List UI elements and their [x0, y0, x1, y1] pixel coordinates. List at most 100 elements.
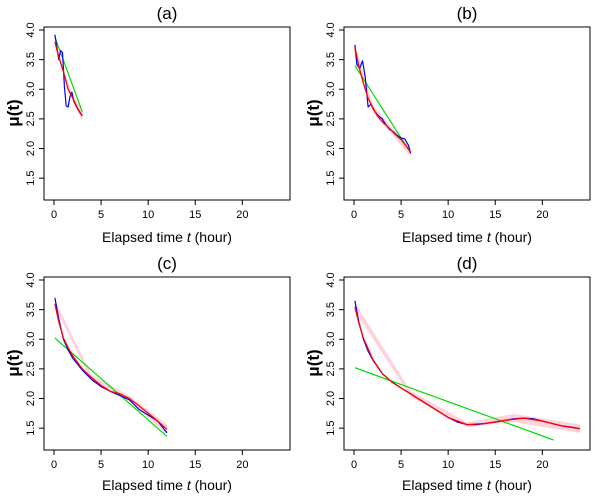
chart-marks — [354, 43, 412, 157]
x-axis-label: Elapsed time t (hour) — [402, 477, 532, 493]
smooth-series-line — [54, 303, 168, 430]
plot-frame — [43, 276, 291, 451]
confidence-band — [54, 300, 167, 435]
linear-series-line — [54, 36, 83, 113]
y-axis-label: μ(t) — [4, 349, 23, 376]
y-axis-label-text: μ(t) — [4, 99, 23, 126]
x-tick-label: 10 — [142, 459, 154, 471]
y-axis: 1.5 2.0 2.5 3.0 3.5 4.0 — [325, 272, 345, 436]
smooth-series-line — [54, 41, 83, 117]
x-tick-label: 0 — [51, 209, 57, 221]
x-axis-label: Elapsed time t (hour) — [402, 229, 532, 245]
y-tick-label: 3.5 — [25, 52, 37, 67]
y-tick-label: 4.0 — [25, 272, 37, 287]
x-axis-label-var: t — [487, 229, 492, 245]
y-tick-label: 3.5 — [25, 302, 37, 317]
y-tick-label: 2.5 — [325, 111, 337, 126]
y-tick-label: 3.5 — [325, 302, 337, 317]
chart-marks — [54, 34, 83, 122]
x-tick-label: 5 — [398, 209, 404, 221]
panel-d: (d) 1.5 2.0 2.5 3.0 3.5 4.0 0 5 10 15 20 μ(t) Ela… — [304, 254, 591, 493]
y-tick-label: 4.0 — [325, 22, 337, 37]
x-tick-label: 20 — [536, 209, 548, 221]
chart-marks — [54, 297, 168, 437]
y-tick-label: 4.0 — [325, 272, 337, 287]
x-tick-label: 20 — [236, 459, 248, 471]
linear-series-line — [354, 65, 412, 154]
y-tick-label: 1.5 — [325, 420, 337, 435]
y-axis: 1.5 2.0 2.5 3.0 3.5 4.0 — [25, 272, 45, 436]
linear-series-line — [54, 337, 168, 437]
y-axis-label: μ(t) — [4, 99, 23, 126]
y-tick-label: 4.0 — [25, 22, 37, 37]
x-tick-label: 0 — [351, 459, 357, 471]
y-tick-label: 2.0 — [325, 391, 337, 406]
x-axis-label-var: t — [187, 229, 192, 245]
y-axis-label: μ(t) — [304, 349, 323, 376]
y-axis: 1.5 2.0 2.5 3.0 3.5 4.0 — [25, 22, 45, 186]
y-tick-label: 1.5 — [25, 170, 37, 185]
x-tick-label: 0 — [351, 209, 357, 221]
y-tick-label: 1.5 — [25, 420, 37, 435]
y-tick-label: 2.0 — [325, 141, 337, 156]
x-tick-label: 10 — [442, 459, 454, 471]
smooth-series-line — [354, 47, 412, 152]
raw-series-line — [354, 300, 581, 430]
x-axis-label-unit: (hour) — [495, 229, 532, 245]
panel-c: (c) 1.5 2.0 2.5 3.0 3.5 4.0 0 5 10 15 20 μ(t) Ela… — [4, 254, 291, 493]
x-tick-label: 15 — [489, 209, 501, 221]
plot-frame — [343, 26, 591, 201]
x-tick-label: 0 — [51, 459, 57, 471]
x-axis: 0 5 10 15 20 — [51, 199, 248, 221]
y-tick-label: 3.0 — [25, 332, 37, 347]
confidence-band — [354, 302, 580, 433]
x-tick-label: 15 — [189, 459, 201, 471]
x-axis-label-text: Elapsed time — [402, 229, 483, 245]
chart-marks — [354, 300, 581, 441]
y-tick-label: 2.5 — [25, 361, 37, 376]
y-axis-label-text: μ(t) — [304, 349, 323, 376]
x-axis-label: Elapsed time t (hour) — [102, 477, 232, 493]
smooth-series-line — [354, 306, 581, 430]
x-tick-label: 5 — [98, 209, 104, 221]
y-tick-label: 2.0 — [25, 391, 37, 406]
panel-title: (b) — [457, 4, 478, 23]
x-axis-label-var: t — [187, 477, 192, 493]
x-tick-label: 5 — [398, 459, 404, 471]
raw-series-line — [54, 297, 168, 434]
panel-b: (b) 1.5 2.0 2.5 3.0 3.5 4.0 0 5 10 15 20 μ(t) Ela… — [304, 4, 591, 245]
y-tick-label: 2.5 — [325, 361, 337, 376]
x-axis-label-text: Elapsed time — [102, 477, 183, 493]
x-tick-label: 10 — [142, 209, 154, 221]
panel-title: (c) — [157, 254, 177, 273]
y-tick-label: 1.5 — [325, 170, 337, 185]
y-tick-label: 2.5 — [25, 111, 37, 126]
x-tick-label: 15 — [189, 209, 201, 221]
raw-series-line — [354, 44, 412, 154]
x-axis-label-unit: (hour) — [195, 477, 232, 493]
panel-title: (d) — [457, 254, 478, 273]
panel-a: (a) 1.5 2.0 2.5 3.0 3.5 4.0 0 5 10 15 20 μ(t) Ela… — [4, 4, 291, 245]
x-axis-label-text: Elapsed time — [102, 229, 183, 245]
x-axis: 0 5 10 15 20 — [351, 449, 548, 471]
y-axis-label: μ(t) — [304, 99, 323, 126]
x-tick-label: 20 — [236, 209, 248, 221]
x-tick-label: 20 — [536, 459, 548, 471]
confidence-band — [54, 38, 83, 122]
x-axis-label-unit: (hour) — [495, 477, 532, 493]
x-axis-label-text: Elapsed time — [402, 477, 483, 493]
y-tick-label: 3.0 — [25, 82, 37, 97]
y-axis-label-text: μ(t) — [304, 99, 323, 126]
x-tick-label: 15 — [489, 459, 501, 471]
x-axis: 0 5 10 15 20 — [51, 449, 248, 471]
x-axis-label-var: t — [487, 477, 492, 493]
x-axis-label: Elapsed time t (hour) — [102, 229, 232, 245]
x-axis-label-unit: (hour) — [195, 229, 232, 245]
x-tick-label: 10 — [442, 209, 454, 221]
x-tick-label: 5 — [98, 459, 104, 471]
y-tick-label: 3.0 — [325, 332, 337, 347]
y-tick-label: 3.0 — [325, 82, 337, 97]
panel-title: (a) — [157, 4, 178, 23]
y-tick-label: 2.0 — [25, 141, 37, 156]
